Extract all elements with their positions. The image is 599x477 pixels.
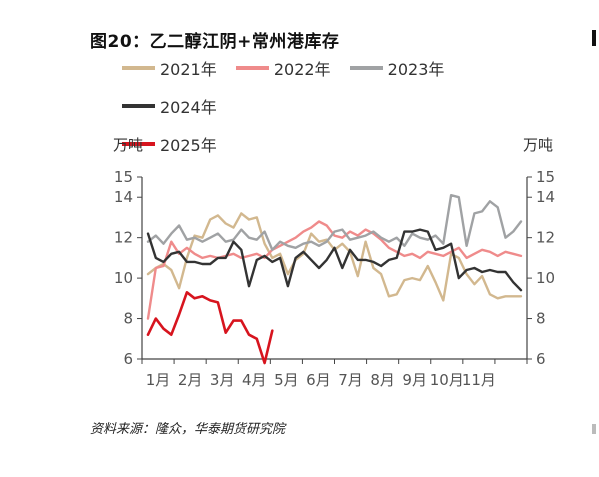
x-tick-label: 3月 xyxy=(210,371,235,389)
legend-label-2021: 2021年 xyxy=(160,60,217,79)
legend-swatch-2021 xyxy=(122,66,155,70)
y-tick-label-left: 12 xyxy=(114,229,133,247)
x-tick-label: 4月 xyxy=(242,371,267,389)
legend-swatch-2022 xyxy=(235,66,269,70)
x-tick-label: 7月 xyxy=(338,371,363,389)
chart-legend: 2021年 2022年 2023年 2024年 2025年 xyxy=(122,55,572,169)
source-note: 资料来源：隆众，华泰期货研究院 xyxy=(90,422,286,437)
legend-item-2025: 2025年 xyxy=(122,133,217,155)
y-axis-unit-right: 万吨 xyxy=(523,136,554,154)
series-line-2024年 xyxy=(146,228,523,292)
legend-item-2023: 2023年 xyxy=(349,57,445,79)
y-tick-label-right: 6 xyxy=(536,350,546,368)
x-tick-label: 6月 xyxy=(306,371,331,389)
adjacent-figure-edge-lower xyxy=(592,424,596,434)
x-tick-label: 8月 xyxy=(370,371,395,389)
legend-label-2022: 2022年 xyxy=(273,60,331,79)
legend-label-2025: 2025年 xyxy=(160,136,217,155)
series-line-2023年 xyxy=(146,193,523,252)
y-axis-unit-left: 万吨 xyxy=(113,136,144,154)
y-tick-label-right: 8 xyxy=(536,310,546,328)
legend-item-2022: 2022年 xyxy=(235,57,331,79)
y-tick-label-left: 8 xyxy=(123,310,133,328)
legend-swatch-2023 xyxy=(349,66,383,70)
legend-item-2021: 2021年 xyxy=(122,57,217,79)
legend-label-2024: 2024年 xyxy=(160,98,217,117)
y-tick-label-left: 10 xyxy=(114,269,133,287)
y-tick-label-right: 15 xyxy=(536,168,555,186)
x-tick-label: 2月 xyxy=(178,371,203,389)
y-tick-label-left: 6 xyxy=(123,350,133,368)
adjacent-figure-edge xyxy=(592,30,596,46)
y-tick-label-right: 12 xyxy=(536,229,555,247)
x-tick-label: 10月 xyxy=(430,371,464,389)
series-line-2025年 xyxy=(146,290,274,365)
x-tick-label: 11月 xyxy=(462,371,496,389)
y-tick-label-right: 10 xyxy=(536,269,555,287)
y-tick-label-left: 15 xyxy=(114,168,133,186)
legend-item-2024: 2024年 xyxy=(122,95,217,117)
chart-title: 图20：乙二醇江阴+常州港库存 xyxy=(90,32,340,52)
x-tick-label: 1月 xyxy=(146,371,171,389)
y-tick-label-left: 14 xyxy=(114,188,133,206)
x-tick-label: 5月 xyxy=(274,371,299,389)
x-tick-label: 9月 xyxy=(402,371,427,389)
y-tick-label-right: 14 xyxy=(536,188,555,206)
legend-label-2023: 2023年 xyxy=(387,60,445,79)
legend-swatch-2025 xyxy=(122,142,155,146)
series-line-2022年 xyxy=(146,220,523,320)
legend-swatch-2024 xyxy=(122,104,155,108)
